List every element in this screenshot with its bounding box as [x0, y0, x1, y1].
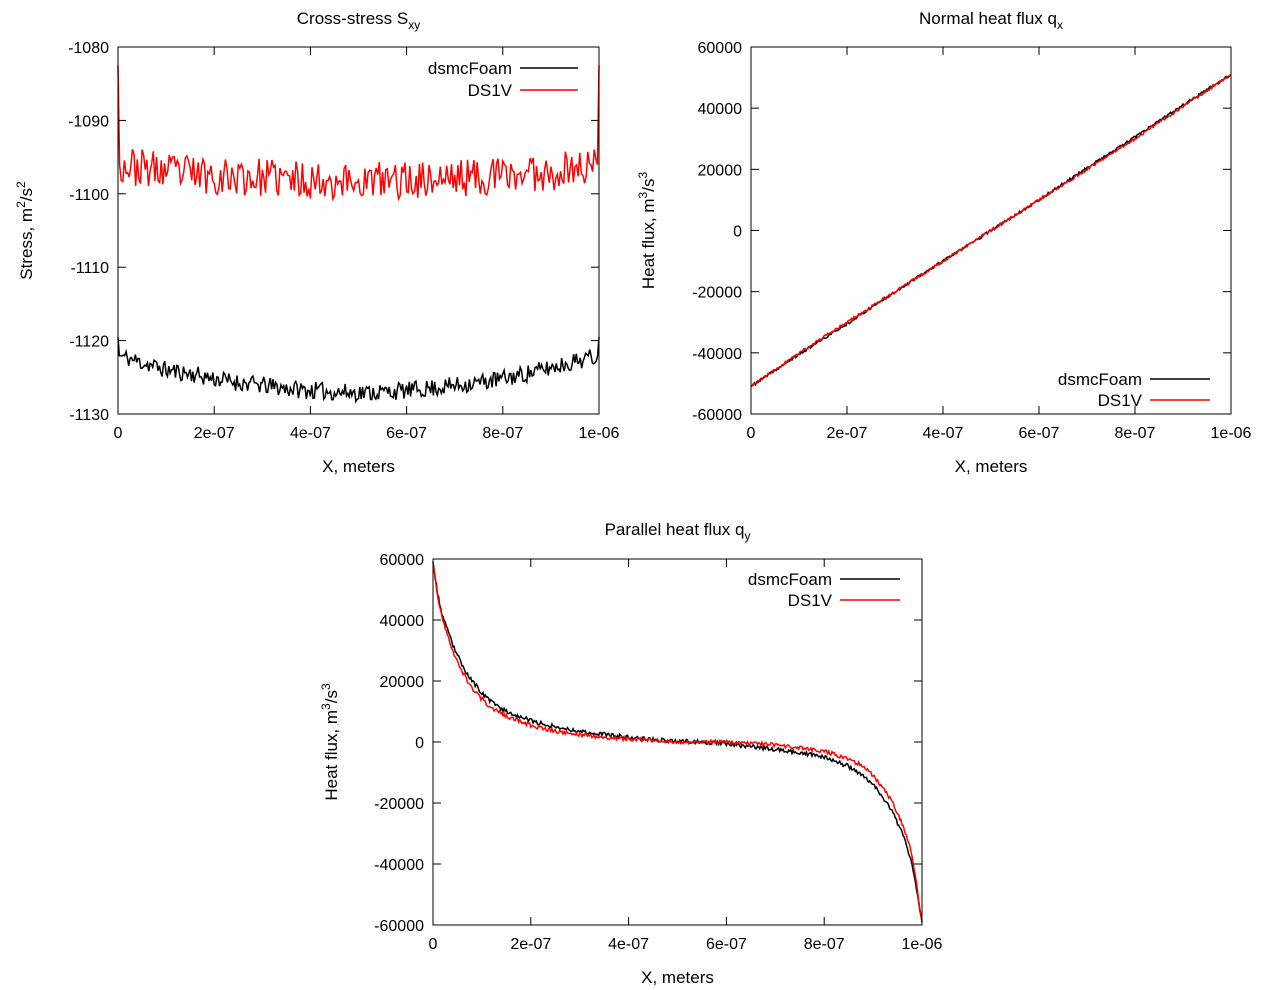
chart-qx: 0 2e-07 4e-07 6e-07 8e-07 1e-06 -60000 -40000 -2… [636, 9, 1252, 476]
x-tick-label: 1e-06 [1211, 425, 1252, 442]
legend-label-ds1v: DS1V [788, 591, 833, 610]
y-tick-label: 40000 [698, 101, 743, 118]
chart-title: Parallel heat flux qy [605, 520, 751, 543]
y-tick-label: -20000 [374, 796, 424, 813]
y-tick-label: -20000 [692, 285, 742, 302]
y-tick-label: -60000 [374, 918, 424, 935]
legend-label-ds1v: DS1V [468, 81, 513, 100]
chart-title: Normal heat flux qx [919, 9, 1063, 32]
y-tick-label: -40000 [374, 857, 424, 874]
y-tick-label: 20000 [698, 162, 743, 179]
y-tick-label: 0 [733, 224, 742, 241]
y-tick-label: -60000 [692, 407, 742, 424]
x-tick-label: 1e-06 [902, 936, 943, 953]
chart-title: Cross-stress Sxy [297, 9, 420, 32]
y-tick-label: 20000 [380, 674, 425, 691]
x-tick-label: 0 [114, 425, 123, 442]
x-tick-label: 0 [747, 425, 756, 442]
y-axis-label: Heat flux, m3/s3 [319, 683, 341, 801]
series-line-ds1v [432, 561, 923, 923]
chart-sxy: 0 2e-07 4e-07 6e-07 8e-07 1e-06 -1130 -1120 -111… [14, 9, 620, 476]
y-tick-label: -1110 [70, 260, 109, 277]
x-axis-label: X, meters [955, 457, 1028, 476]
y-axis-label: Heat flux, m3/s3 [636, 172, 658, 290]
x-tick-label: 6e-07 [386, 425, 427, 442]
y-tick-label: 0 [415, 735, 424, 752]
y-tick-label: 60000 [380, 552, 425, 569]
series-line-dsmcfoam [432, 561, 923, 923]
x-tick-label: 8e-07 [482, 425, 523, 442]
y-tick-label: 60000 [698, 40, 743, 57]
legend-label-ds1v: DS1V [1098, 391, 1143, 410]
y-tick-label: -1120 [69, 334, 109, 351]
series-line-ds1v [750, 73, 1232, 388]
x-tick-label: 8e-07 [1115, 425, 1156, 442]
legend: dsmcFoam DS1V [428, 59, 578, 100]
x-tick-label: 4e-07 [290, 425, 331, 442]
legend: dsmcFoam DS1V [748, 570, 900, 610]
plot-frame [117, 46, 600, 415]
series-line-ds1v [117, 65, 600, 202]
series-line-dsmcfoam [117, 336, 600, 404]
x-tick-label: 2e-07 [194, 425, 235, 442]
x-axis-label: X, meters [641, 968, 714, 987]
x-tick-label: 1e-06 [579, 425, 620, 442]
y-tick-label: 40000 [380, 613, 425, 630]
x-tick-label: 8e-07 [804, 936, 845, 953]
legend: dsmcFoam DS1V [1058, 370, 1210, 410]
x-axis-label: X, meters [322, 457, 395, 476]
x-tick-label: 4e-07 [923, 425, 964, 442]
x-tick-label: 6e-07 [706, 936, 747, 953]
x-tick-label: 0 [429, 936, 438, 953]
x-tick-label: 2e-07 [510, 936, 551, 953]
legend-label-dsmcfoam: dsmcFoam [428, 59, 512, 78]
y-tick-label: -1100 [69, 187, 109, 204]
y-tick-label: -1080 [68, 40, 109, 57]
y-tick-label: -40000 [692, 346, 742, 363]
y-tick-label: -1090 [68, 113, 109, 130]
y-axis-label: Stress, m2/s2 [14, 181, 36, 280]
chart-qy: 0 2e-07 4e-07 6e-07 8e-07 1e-06 -60000 -40000 -2… [319, 520, 943, 987]
legend-label-dsmcfoam: dsmcFoam [1058, 370, 1142, 389]
x-tick-label: 4e-07 [608, 936, 649, 953]
legend-label-dsmcfoam: dsmcFoam [748, 570, 832, 589]
y-tick-label: -1130 [69, 407, 109, 424]
x-tick-label: 6e-07 [1019, 425, 1060, 442]
x-tick-label: 2e-07 [827, 425, 868, 442]
